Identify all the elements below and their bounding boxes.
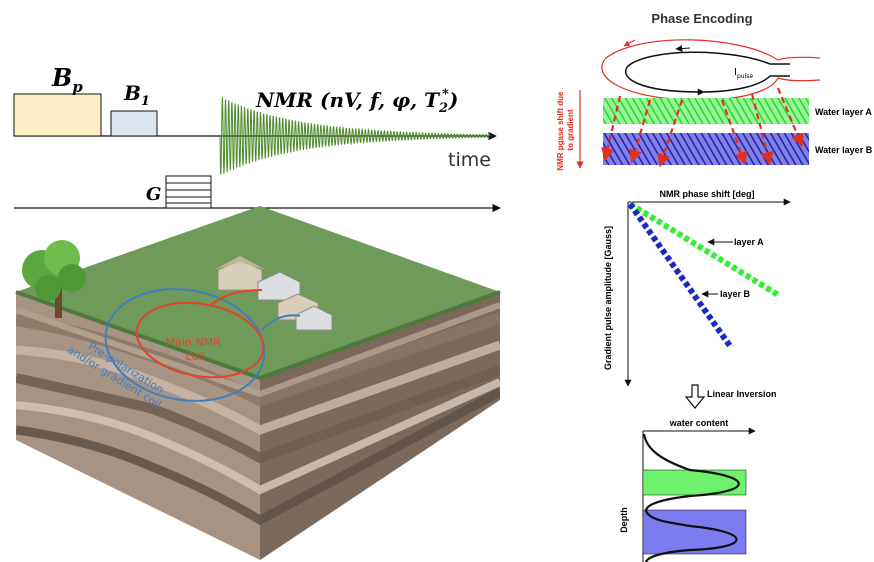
phase-shift-axis-label: NMR pgase shift due to gradient (556, 89, 575, 170)
nmr-signal (219, 97, 491, 175)
layer-a-line (628, 201, 782, 299)
inversion-layer-b (642, 509, 747, 555)
linear-inversion-label: Linear Inversion (707, 389, 777, 399)
b1-pulse-box (110, 110, 158, 137)
field-loop (601, 39, 821, 101)
phase-encoding-panel: Phase Encoding Ipulse Water layer A Wate… (556, 11, 873, 171)
down-arrow-icon (684, 384, 706, 409)
water-content-label: water content (669, 418, 729, 428)
house-icon (214, 256, 333, 331)
layer-b-label: layer B (720, 289, 751, 299)
water-layer-b-band (603, 133, 809, 165)
inversion-panel: Linear Inversion water content Depth (619, 384, 777, 562)
prepolarization-coil (104, 288, 266, 402)
main-nmr-coil (135, 301, 265, 379)
water-layer-b-label: Water layer B (815, 145, 873, 155)
water-content-curve (642, 433, 740, 562)
tree-icon (22, 240, 86, 318)
field-lines (601, 87, 804, 168)
g-label: G (146, 184, 161, 205)
main-coil-label: Main NMR coil (166, 336, 225, 363)
layer-b-line (627, 202, 733, 348)
water-layer-a-label: Water layer A (815, 107, 872, 117)
pulse-sequence: Bp B1 NMR (nV, f, φ, T2*) time G (13, 63, 501, 213)
phase-encoding-title: Phase Encoding (651, 11, 752, 26)
current-loop (625, 51, 790, 93)
nmr-signal-trace (219, 97, 491, 175)
bp-pulse-box (13, 93, 102, 137)
depth-label: Depth (619, 507, 629, 533)
gradient-plot: NMR phase shift [deg] Gradient pulse amp… (603, 189, 791, 387)
gradient-pulse (165, 175, 212, 209)
water-layer-a-band (603, 98, 809, 124)
bp-label: Bp (51, 63, 83, 96)
nmr-label: NMR (nV, f, φ, T2*) (255, 87, 458, 116)
pulse-current-label: Ipulse (734, 67, 753, 80)
survey-block: Main NMR coil Pre-polarization and/or gr… (15, 206, 501, 560)
layer-a-label: layer A (734, 237, 764, 247)
time-label: time (448, 149, 491, 171)
b1-label: B1 (123, 81, 150, 109)
gradient-plot-y-label: Gradient pulse amplitude [Gauss] (603, 226, 613, 370)
gradient-plot-x-label: NMR phase shift [deg] (659, 189, 754, 199)
